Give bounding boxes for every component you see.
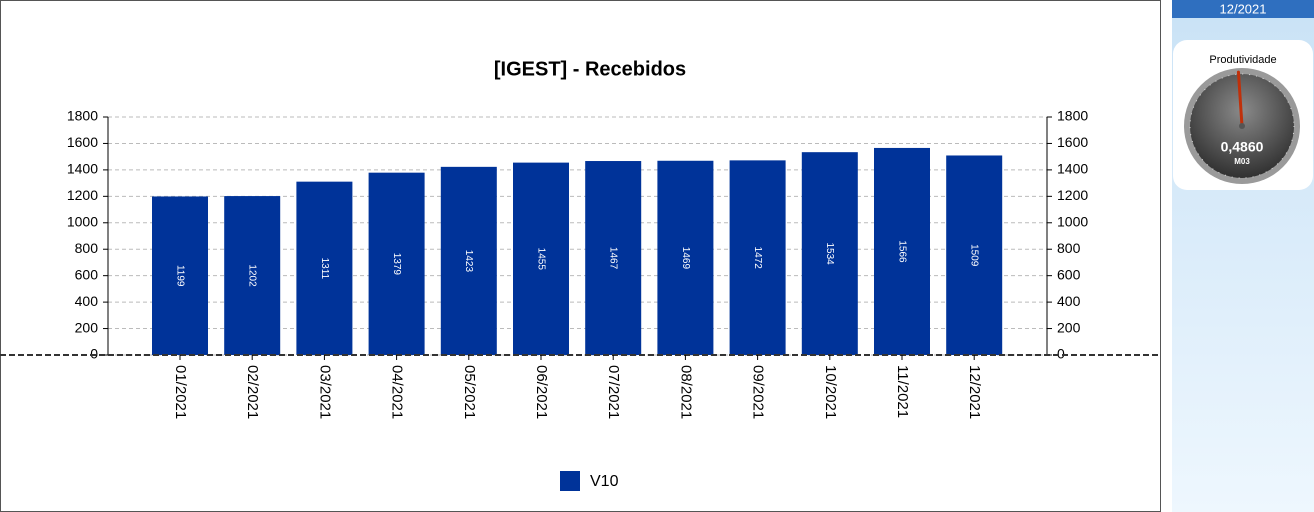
- data-label: 1467: [608, 247, 619, 270]
- x-tick-label: 12/2021: [966, 365, 983, 419]
- data-label: 1311: [319, 258, 330, 280]
- y2-tick-label: 600: [1057, 266, 1081, 282]
- y2-tick-label: 1200: [1057, 187, 1088, 203]
- data-label: 1469: [680, 247, 691, 270]
- legend-swatch: [560, 471, 580, 491]
- y2-tick-label: 1800: [1057, 108, 1088, 124]
- x-tick-label: 09/2021: [750, 365, 767, 419]
- panel-period: 12/2021: [1220, 1, 1267, 16]
- data-label: 1455: [535, 248, 546, 271]
- data-label: 1472: [752, 247, 763, 270]
- data-label: 1566: [896, 240, 907, 263]
- legend-label: V10: [590, 473, 619, 490]
- y-tick-label: 200: [75, 319, 99, 335]
- y2-tick-label: 200: [1057, 319, 1081, 335]
- y-tick-label: 1400: [67, 161, 98, 177]
- y-tick-label: 1600: [67, 134, 98, 150]
- page: {"chart_data": {"type": "bar", "title": …: [0, 0, 1314, 512]
- gauge-code: M03: [1234, 157, 1250, 166]
- y2-tick-label: 1000: [1057, 213, 1088, 229]
- data-label: 1509: [969, 244, 980, 267]
- y2-tick-label: 1400: [1057, 161, 1088, 177]
- x-tick-label: 07/2021: [605, 365, 622, 419]
- data-label: 1199: [174, 265, 185, 287]
- gauge-hub: [1239, 123, 1245, 129]
- y2-tick-label: 0: [1057, 346, 1065, 362]
- data-label: 1534: [824, 242, 835, 265]
- x-tick-label: 06/2021: [533, 365, 550, 419]
- y-tick-label: 1200: [67, 187, 98, 203]
- x-tick-label: 05/2021: [461, 365, 478, 419]
- y2-tick-label: 1600: [1057, 134, 1088, 150]
- y2-tick-label: 800: [1057, 240, 1081, 256]
- chart-title: [IGEST] - Recebidos: [494, 58, 686, 80]
- data-label: 1202: [247, 264, 258, 287]
- x-tick-label: 03/2021: [316, 365, 333, 419]
- y-tick-label: 400: [75, 293, 99, 309]
- y2-tick-label: 400: [1057, 293, 1081, 309]
- x-tick-label: 04/2021: [389, 365, 406, 419]
- x-tick-label: 11/2021: [894, 365, 911, 418]
- x-tick-label: 08/2021: [677, 365, 694, 419]
- x-tick-label: 01/2021: [172, 365, 189, 419]
- gauge-value: 0,4860: [1221, 139, 1264, 155]
- x-tick-label: 02/2021: [244, 365, 261, 419]
- screen: 12/2021 Produtividade 0,4860 M03 [IGEST]…: [0, 0, 1314, 512]
- x-tick-label: 10/2021: [822, 365, 839, 419]
- y-tick-label: 600: [75, 266, 99, 282]
- data-label: 1379: [391, 253, 402, 276]
- y-tick-label: 800: [75, 240, 99, 256]
- gauge-title: Produtividade: [1209, 54, 1276, 66]
- y-tick-label: 1800: [67, 108, 98, 124]
- y-tick-label: 0: [90, 346, 98, 362]
- y-tick-label: 1000: [67, 213, 98, 229]
- data-label: 1423: [463, 250, 474, 273]
